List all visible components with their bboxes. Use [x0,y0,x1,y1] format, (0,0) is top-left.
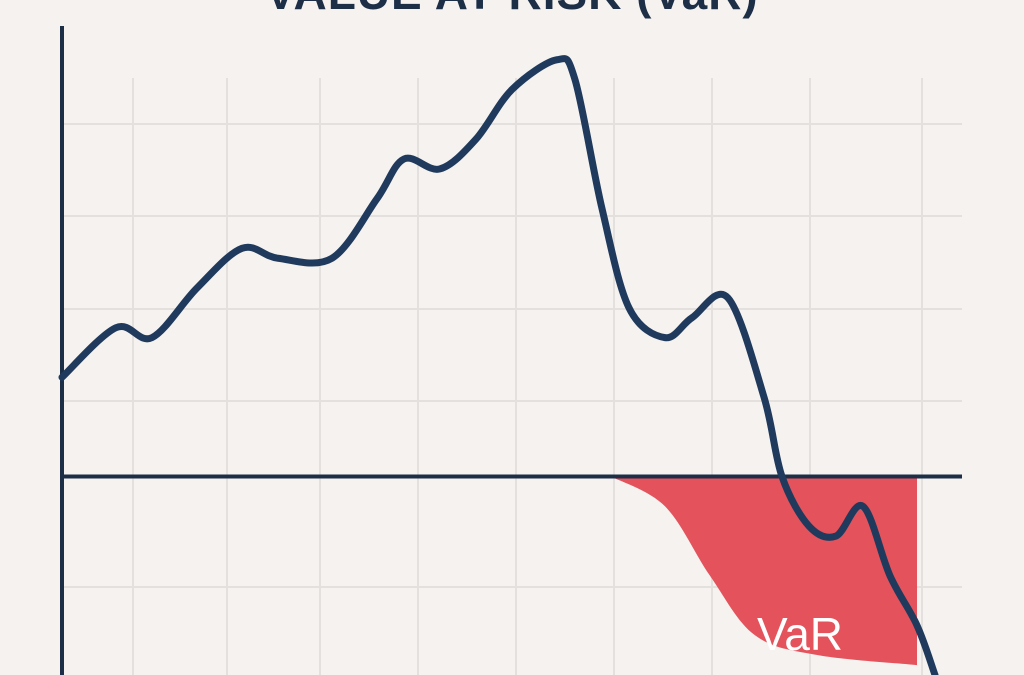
series-line [58,55,939,675]
var-label: VaR [757,608,843,660]
chart-title: VALUE AT RISK (VaR) [0,0,1024,20]
